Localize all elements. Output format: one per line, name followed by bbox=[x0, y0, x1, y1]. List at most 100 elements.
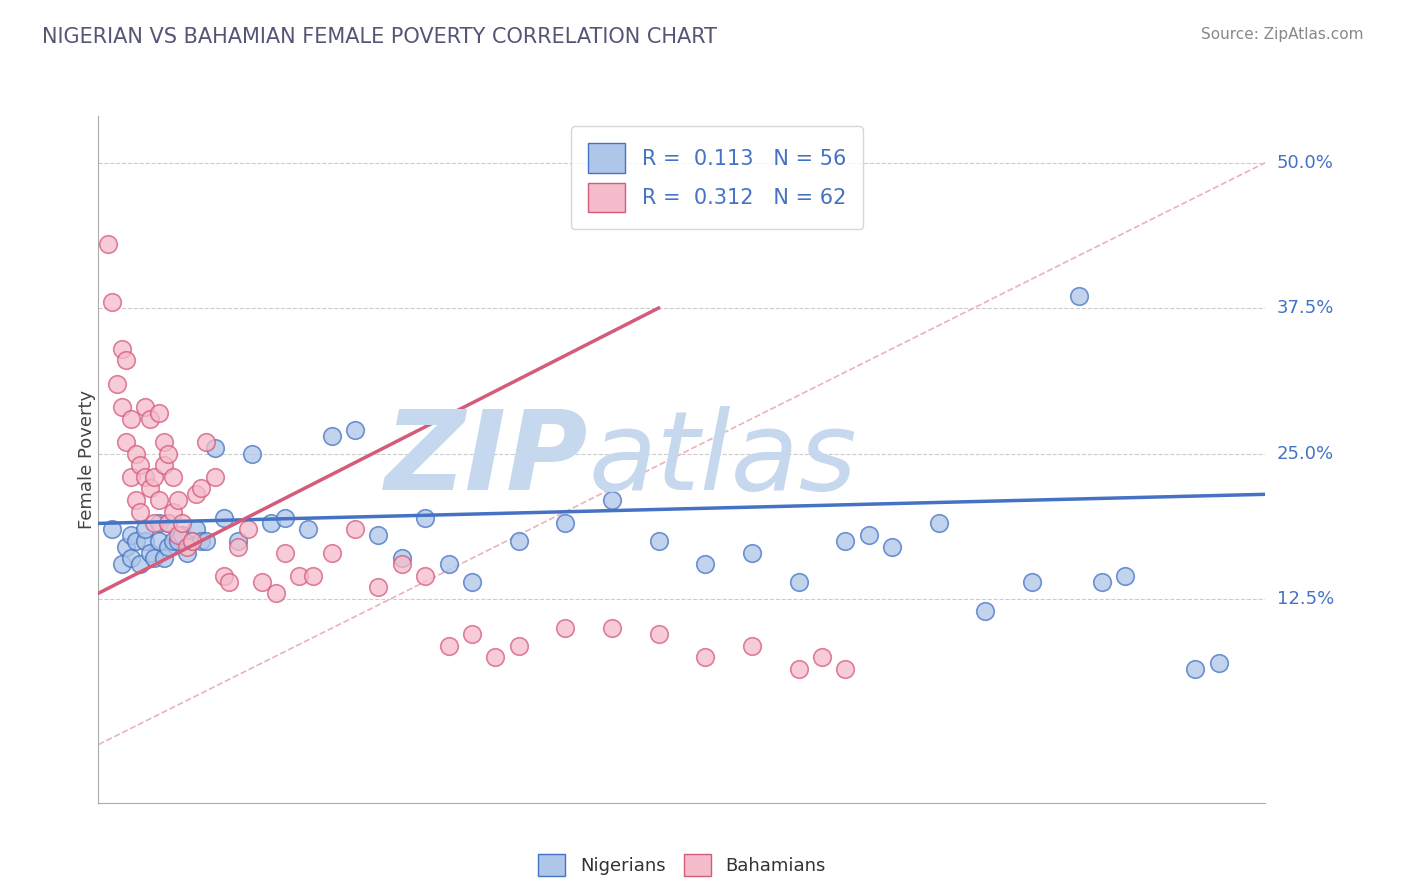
Point bbox=[120, 470, 142, 484]
Point bbox=[834, 533, 856, 548]
Point bbox=[115, 434, 138, 449]
Point bbox=[97, 237, 120, 252]
Point bbox=[1184, 662, 1206, 676]
Point bbox=[264, 586, 287, 600]
Point bbox=[143, 551, 166, 566]
Point bbox=[297, 522, 319, 536]
Point bbox=[214, 510, 236, 524]
Point bbox=[834, 662, 856, 676]
Point bbox=[152, 458, 174, 473]
Point bbox=[260, 516, 283, 531]
Point bbox=[554, 516, 576, 531]
Point bbox=[111, 342, 134, 356]
Point bbox=[600, 493, 623, 508]
Point bbox=[176, 545, 198, 559]
Point bbox=[194, 533, 217, 548]
Text: 12.5%: 12.5% bbox=[1277, 591, 1334, 608]
Point bbox=[741, 639, 763, 653]
Point bbox=[787, 574, 810, 589]
Point bbox=[125, 533, 148, 548]
Point bbox=[194, 434, 217, 449]
Point bbox=[288, 569, 311, 583]
Point bbox=[811, 650, 834, 665]
Point bbox=[274, 545, 297, 559]
Point bbox=[250, 574, 273, 589]
Point bbox=[880, 540, 903, 554]
Point bbox=[105, 376, 128, 391]
Point bbox=[647, 533, 669, 548]
Point bbox=[554, 621, 576, 635]
Point bbox=[134, 400, 156, 414]
Point bbox=[461, 627, 484, 641]
Point bbox=[214, 569, 236, 583]
Text: NIGERIAN VS BAHAMIAN FEMALE POVERTY CORRELATION CHART: NIGERIAN VS BAHAMIAN FEMALE POVERTY CORR… bbox=[42, 27, 717, 46]
Point bbox=[204, 441, 226, 455]
Point bbox=[125, 493, 148, 508]
Point bbox=[101, 522, 124, 536]
Point bbox=[508, 533, 530, 548]
Point bbox=[695, 650, 717, 665]
Point bbox=[236, 522, 259, 536]
Text: atlas: atlas bbox=[589, 406, 858, 513]
Point bbox=[367, 581, 389, 595]
Point bbox=[129, 557, 152, 571]
Point bbox=[111, 400, 134, 414]
Point bbox=[180, 533, 202, 548]
Point bbox=[204, 470, 226, 484]
Legend: Nigerians, Bahamians: Nigerians, Bahamians bbox=[531, 847, 832, 883]
Point bbox=[176, 540, 198, 554]
Point bbox=[461, 574, 484, 589]
Point bbox=[344, 423, 367, 437]
Y-axis label: Female Poverty: Female Poverty bbox=[79, 390, 96, 529]
Point bbox=[186, 487, 208, 501]
Point bbox=[120, 528, 142, 542]
Point bbox=[143, 516, 166, 531]
Point bbox=[139, 545, 162, 559]
Point bbox=[180, 533, 202, 548]
Point bbox=[695, 557, 717, 571]
Point bbox=[274, 510, 297, 524]
Point bbox=[111, 557, 134, 571]
Point bbox=[166, 493, 188, 508]
Point bbox=[115, 353, 138, 368]
Point bbox=[115, 540, 138, 554]
Point bbox=[321, 545, 343, 559]
Point bbox=[367, 528, 389, 542]
Point bbox=[974, 604, 997, 618]
Point bbox=[437, 557, 460, 571]
Point bbox=[148, 406, 170, 420]
Point bbox=[134, 522, 156, 536]
Point bbox=[302, 569, 325, 583]
Point bbox=[218, 574, 240, 589]
Point bbox=[162, 505, 184, 519]
Text: 50.0%: 50.0% bbox=[1277, 153, 1333, 171]
Point bbox=[413, 510, 436, 524]
Point bbox=[148, 533, 170, 548]
Point bbox=[391, 551, 413, 566]
Point bbox=[647, 627, 669, 641]
Point bbox=[101, 295, 124, 310]
Point bbox=[129, 458, 152, 473]
Point bbox=[148, 516, 170, 531]
Point bbox=[600, 621, 623, 635]
Point bbox=[139, 482, 162, 496]
Text: Source: ZipAtlas.com: Source: ZipAtlas.com bbox=[1201, 27, 1364, 42]
Point bbox=[125, 446, 148, 460]
Point bbox=[166, 533, 188, 548]
Point bbox=[228, 540, 250, 554]
Point bbox=[1208, 656, 1230, 670]
Point bbox=[413, 569, 436, 583]
Point bbox=[186, 522, 208, 536]
Point bbox=[321, 429, 343, 443]
Point bbox=[120, 411, 142, 425]
Point bbox=[190, 482, 212, 496]
Point bbox=[157, 516, 180, 531]
Point bbox=[172, 516, 194, 531]
Point bbox=[1091, 574, 1114, 589]
Point bbox=[162, 470, 184, 484]
Point bbox=[741, 545, 763, 559]
Point bbox=[143, 470, 166, 484]
Point bbox=[228, 533, 250, 548]
Point bbox=[1067, 289, 1090, 303]
Point bbox=[134, 533, 156, 548]
